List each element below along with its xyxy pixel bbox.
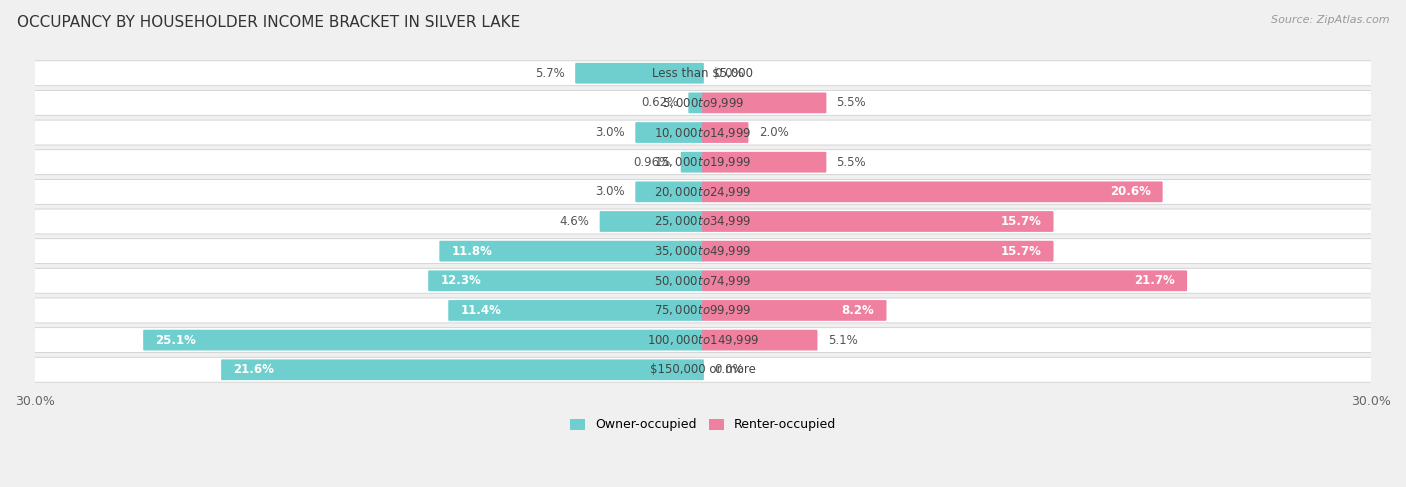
Text: 11.8%: 11.8% — [451, 244, 492, 258]
FancyBboxPatch shape — [600, 211, 704, 232]
FancyBboxPatch shape — [689, 93, 704, 113]
FancyBboxPatch shape — [702, 182, 1163, 202]
FancyBboxPatch shape — [702, 241, 1053, 262]
Text: 12.3%: 12.3% — [440, 274, 481, 287]
Text: 0.62%: 0.62% — [641, 96, 678, 110]
Legend: Owner-occupied, Renter-occupied: Owner-occupied, Renter-occupied — [565, 413, 841, 436]
FancyBboxPatch shape — [575, 63, 704, 84]
FancyBboxPatch shape — [34, 150, 1372, 175]
Text: 4.6%: 4.6% — [560, 215, 589, 228]
FancyBboxPatch shape — [439, 241, 704, 262]
FancyBboxPatch shape — [702, 270, 1187, 291]
Text: $50,000 to $74,999: $50,000 to $74,999 — [654, 274, 752, 288]
Text: $25,000 to $34,999: $25,000 to $34,999 — [654, 214, 752, 228]
FancyBboxPatch shape — [429, 270, 704, 291]
FancyBboxPatch shape — [34, 120, 1372, 145]
FancyBboxPatch shape — [636, 182, 704, 202]
FancyBboxPatch shape — [34, 298, 1372, 323]
Text: 11.4%: 11.4% — [460, 304, 501, 317]
FancyBboxPatch shape — [34, 209, 1372, 234]
Text: $100,000 to $149,999: $100,000 to $149,999 — [647, 333, 759, 347]
Text: 0.0%: 0.0% — [714, 363, 744, 376]
FancyBboxPatch shape — [702, 152, 827, 172]
FancyBboxPatch shape — [702, 300, 887, 321]
Text: 5.1%: 5.1% — [828, 334, 858, 347]
Text: $10,000 to $14,999: $10,000 to $14,999 — [654, 126, 752, 140]
Text: 25.1%: 25.1% — [155, 334, 195, 347]
Text: 5.5%: 5.5% — [837, 96, 866, 110]
FancyBboxPatch shape — [143, 330, 704, 351]
FancyBboxPatch shape — [34, 268, 1372, 293]
FancyBboxPatch shape — [34, 61, 1372, 86]
Text: 15.7%: 15.7% — [1001, 244, 1042, 258]
Text: 0.96%: 0.96% — [633, 156, 671, 169]
FancyBboxPatch shape — [34, 328, 1372, 353]
Text: OCCUPANCY BY HOUSEHOLDER INCOME BRACKET IN SILVER LAKE: OCCUPANCY BY HOUSEHOLDER INCOME BRACKET … — [17, 15, 520, 30]
Text: $5,000 to $9,999: $5,000 to $9,999 — [662, 96, 744, 110]
Text: 0.0%: 0.0% — [714, 67, 744, 80]
Text: 8.2%: 8.2% — [842, 304, 875, 317]
Text: 21.7%: 21.7% — [1135, 274, 1175, 287]
Text: 3.0%: 3.0% — [595, 126, 626, 139]
Text: Source: ZipAtlas.com: Source: ZipAtlas.com — [1271, 15, 1389, 25]
Text: Less than $5,000: Less than $5,000 — [652, 67, 754, 80]
Text: 15.7%: 15.7% — [1001, 215, 1042, 228]
Text: 2.0%: 2.0% — [759, 126, 789, 139]
FancyBboxPatch shape — [702, 211, 1053, 232]
FancyBboxPatch shape — [702, 122, 748, 143]
Text: 20.6%: 20.6% — [1109, 186, 1150, 198]
Text: 5.7%: 5.7% — [536, 67, 565, 80]
Text: $75,000 to $99,999: $75,000 to $99,999 — [654, 303, 752, 318]
FancyBboxPatch shape — [34, 179, 1372, 205]
Text: 5.5%: 5.5% — [837, 156, 866, 169]
Text: $20,000 to $24,999: $20,000 to $24,999 — [654, 185, 752, 199]
FancyBboxPatch shape — [34, 357, 1372, 382]
Text: $35,000 to $49,999: $35,000 to $49,999 — [654, 244, 752, 258]
FancyBboxPatch shape — [702, 330, 817, 351]
FancyBboxPatch shape — [702, 93, 827, 113]
FancyBboxPatch shape — [34, 239, 1372, 263]
FancyBboxPatch shape — [34, 91, 1372, 115]
FancyBboxPatch shape — [221, 359, 704, 380]
Text: $150,000 or more: $150,000 or more — [650, 363, 756, 376]
FancyBboxPatch shape — [449, 300, 704, 321]
Text: 3.0%: 3.0% — [595, 186, 626, 198]
FancyBboxPatch shape — [636, 122, 704, 143]
FancyBboxPatch shape — [681, 152, 704, 172]
Text: $15,000 to $19,999: $15,000 to $19,999 — [654, 155, 752, 169]
Text: 21.6%: 21.6% — [233, 363, 274, 376]
